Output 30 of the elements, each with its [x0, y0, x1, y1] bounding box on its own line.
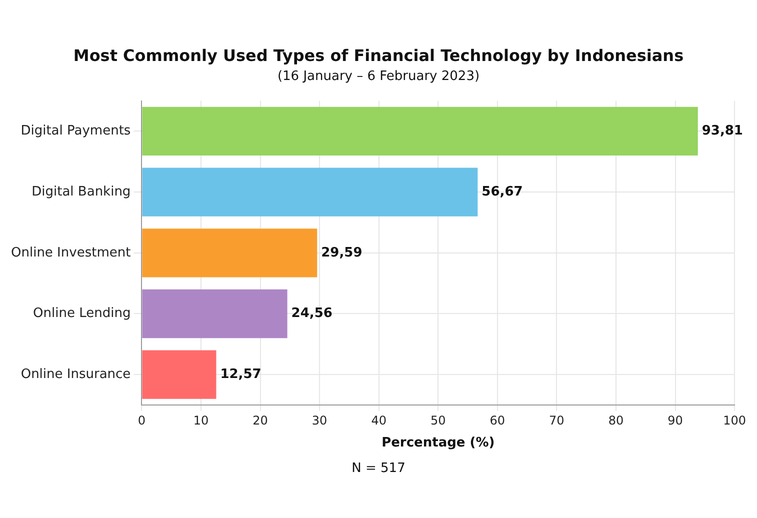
x-axis-title: Percentage (%): [382, 436, 495, 451]
data-label: 24,56: [291, 306, 332, 322]
data-label: 29,59: [321, 245, 362, 260]
x-tick-label: 20: [252, 413, 268, 428]
x-tick-label: 80: [608, 413, 624, 428]
bar: [142, 350, 216, 399]
x-tick-label: 30: [312, 413, 328, 428]
bar: [142, 289, 288, 338]
y-tick-label: Online Investment: [10, 245, 131, 260]
y-tick-label: Online Lending: [33, 306, 131, 322]
x-tick-label: 90: [668, 413, 683, 428]
x-tick-label: 0: [138, 413, 146, 428]
y-tick-label: Online Insurance: [20, 366, 131, 382]
data-label: 56,67: [482, 184, 523, 200]
y-tick-label: Digital Payments: [20, 124, 131, 139]
bar: [142, 168, 478, 216]
x-tick-label: 60: [490, 413, 506, 428]
x-tick-label: 100: [723, 413, 746, 428]
x-tick-label: 40: [371, 413, 386, 428]
chart-subtitle: (16 January – 6 February 2023): [276, 69, 481, 84]
y-tick-label: Digital Banking: [32, 184, 131, 200]
data-label: 12,57: [220, 366, 262, 382]
x-tick-label: 10: [193, 413, 209, 428]
x-tick-label: 70: [549, 413, 564, 428]
chart-title: Most Commonly Used Types of Financial Technology by Indonesians: [72, 46, 685, 65]
bar: [142, 228, 318, 278]
bar: [142, 106, 698, 156]
text: N = 517: [350, 461, 406, 476]
data-label: 93,81: [702, 124, 743, 139]
x-tick-label: 50: [430, 413, 446, 428]
